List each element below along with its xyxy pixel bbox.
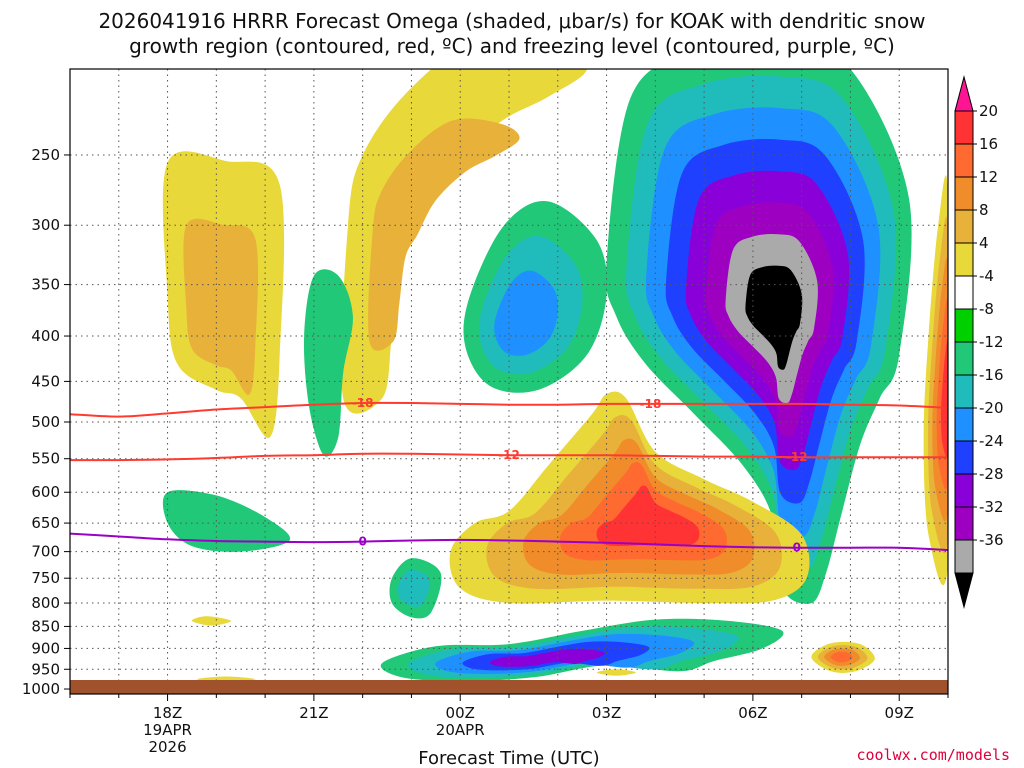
omega-region-6-level-4 <box>489 648 605 667</box>
colorbar-bin-12 <box>954 506 974 541</box>
colorbar-label-16: 16 <box>979 135 998 153</box>
y-tick-label-1000: 1000 <box>22 680 60 698</box>
colorbar-label--28: -28 <box>979 465 1004 483</box>
omega-colorbar: 20 16 12 8 4 -4 -8 -12 -16 -20 -24 -28 -32 -36 <box>954 75 1004 609</box>
omega-region-12-level-0 <box>191 616 232 626</box>
colorbar-bin-10 <box>954 440 974 475</box>
colorbar-label-4: 4 <box>979 234 989 252</box>
omega-region-10-level-4 <box>941 340 948 458</box>
omega-region-7-level-0 <box>162 490 291 552</box>
x-tick-label-21Z: 21Z <box>299 704 328 722</box>
x-tick-label-09Z: 09Z <box>885 704 914 722</box>
colorbar-label--32: -32 <box>979 498 1004 516</box>
y-tick-label-700: 700 <box>31 543 60 561</box>
y-tick-label-750: 750 <box>31 569 60 587</box>
y-tick-label-250: 250 <box>31 146 60 164</box>
x-tick-sublabel-2026: 2026 <box>148 738 186 756</box>
x-tick-sublabel-19APR: 19APR <box>143 721 192 739</box>
colorbar-label--24: -24 <box>979 432 1004 450</box>
omega-region-5-level-2 <box>494 270 559 356</box>
colorbar-bin-4 <box>954 242 974 277</box>
contour-label-4: 0 <box>358 535 366 549</box>
colorbar-bottom-arrow <box>954 572 974 609</box>
plot-area: -18 -18 -12 -12 0 0 <box>69 68 949 695</box>
omega-region-3-level-0 <box>341 69 587 414</box>
colorbar-bin-2 <box>954 176 974 211</box>
y-tick-label-350: 350 <box>31 276 60 294</box>
colorbar-label--4: -4 <box>979 267 994 285</box>
omega-region-0-level-7 <box>745 265 803 370</box>
colorbar-label--8: -8 <box>979 300 994 318</box>
omega-shading <box>162 69 948 682</box>
temperature-contours: -18 -18 -12 -12 0 0 <box>70 396 948 555</box>
contour-label-1: -18 <box>640 397 662 411</box>
y-axis: 250 300 350 400 450 500 550 600 650 700 750 800 850 9… <box>22 146 70 698</box>
colorbar-bin-3 <box>954 209 974 244</box>
colorbar-bin-8 <box>954 374 974 409</box>
contour-line-2 <box>70 532 948 551</box>
colorbar-label--16: -16 <box>979 366 1004 384</box>
colorbar-bin-1 <box>954 143 974 178</box>
contour-line-1 <box>70 452 948 462</box>
ground-strip <box>70 680 948 694</box>
y-tick-label-950: 950 <box>31 660 60 678</box>
y-tick-label-800: 800 <box>31 594 60 612</box>
colorbar-bin-13 <box>954 539 974 574</box>
omega-region-3-level-1 <box>368 118 520 351</box>
x-tick-label-06Z: 06Z <box>738 704 767 722</box>
x-tick-label-03Z: 03Z <box>592 704 621 722</box>
colorbar-label-8: 8 <box>979 201 989 219</box>
y-tick-label-550: 550 <box>31 450 60 468</box>
contour-line-0 <box>70 401 948 418</box>
colorbar-bin-0 <box>954 110 974 145</box>
x-tick-sublabel-20APR: 20APR <box>436 721 485 739</box>
y-tick-label-850: 850 <box>31 617 60 635</box>
colorbar-label--12: -12 <box>979 333 1004 351</box>
omega-region-9-level-3 <box>830 651 853 663</box>
y-tick-label-300: 300 <box>31 216 60 234</box>
omega-region-2-level-1 <box>183 218 259 396</box>
y-tick-label-600: 600 <box>31 483 60 501</box>
colorbar-bin-5 <box>954 275 974 310</box>
colorbar-label--36: -36 <box>979 531 1004 549</box>
contour-label-3: -12 <box>786 450 808 464</box>
colorbar-top-arrow <box>954 75 974 112</box>
chart-title-line-1: 2026041916 HRRR Forecast Omega (shaded, … <box>98 9 925 33</box>
chart-title-line-2: growth region (contoured, red, ºC) and f… <box>129 34 895 58</box>
x-tick-label-18Z: 18Z <box>153 704 182 722</box>
omega-region-4-level-0 <box>303 269 353 457</box>
y-tick-label-450: 450 <box>31 372 60 390</box>
omega-region-1-level-4 <box>596 485 700 547</box>
colorbar-bin-9 <box>954 407 974 442</box>
colorbar-bin-11 <box>954 473 974 508</box>
omega-region-8-level-1 <box>397 569 430 607</box>
x-axis-title: Forecast Time (UTC) <box>418 748 599 768</box>
contour-label-2: -12 <box>498 448 520 462</box>
colorbar-bin-6 <box>954 308 974 343</box>
y-tick-label-900: 900 <box>31 639 60 657</box>
colorbar-bin-7 <box>954 341 974 376</box>
contour-label-5: 0 <box>793 541 801 555</box>
colorbar-label-12: 12 <box>979 168 998 186</box>
colorbar-label--20: -20 <box>979 399 1004 417</box>
y-tick-label-500: 500 <box>31 413 60 431</box>
y-tick-label-400: 400 <box>31 327 60 345</box>
x-tick-label-00Z: 00Z <box>446 704 475 722</box>
credit-text: coolwx.com/models <box>856 746 1010 764</box>
contour-label-0: -18 <box>352 396 374 410</box>
y-tick-label-650: 650 <box>31 514 60 532</box>
colorbar-label-20: 20 <box>979 102 998 120</box>
